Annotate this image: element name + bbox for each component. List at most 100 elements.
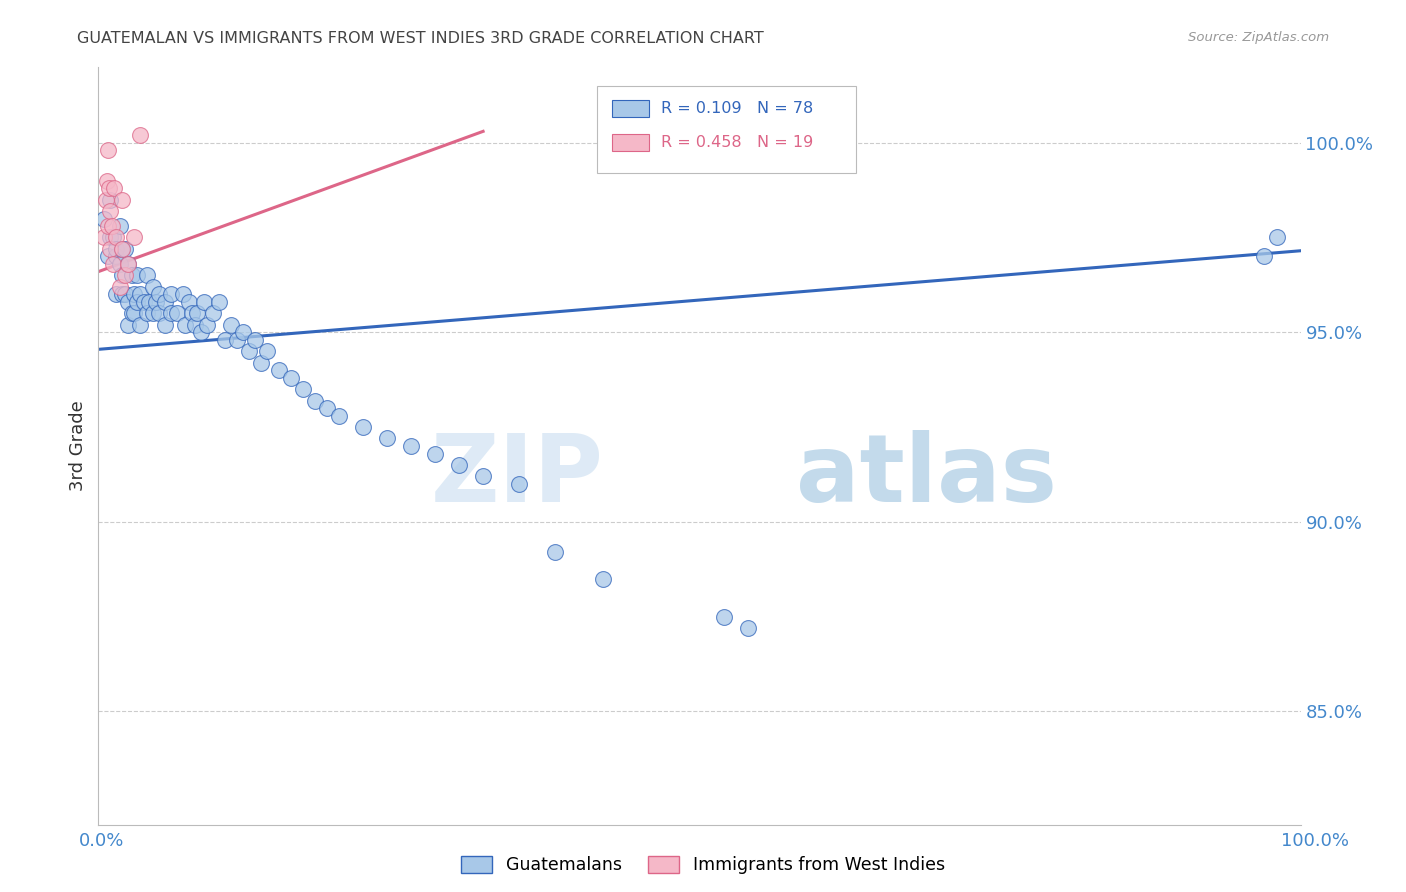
Point xyxy=(172,287,194,301)
Point xyxy=(148,287,170,301)
Point xyxy=(114,268,136,283)
Point xyxy=(117,318,139,332)
Point xyxy=(544,545,567,559)
Point xyxy=(135,268,157,283)
Point xyxy=(108,257,131,271)
Point xyxy=(124,230,146,244)
Point xyxy=(114,242,136,256)
Point xyxy=(472,469,495,483)
Point xyxy=(93,211,115,226)
Point xyxy=(153,318,176,332)
Point xyxy=(114,287,136,301)
FancyBboxPatch shape xyxy=(612,100,648,117)
Point xyxy=(129,128,152,142)
Point xyxy=(124,306,146,320)
Point xyxy=(280,370,302,384)
Point xyxy=(101,230,124,244)
Point xyxy=(328,409,350,423)
Point xyxy=(190,325,212,339)
Point xyxy=(399,439,422,453)
Point xyxy=(117,257,139,271)
Text: GUATEMALAN VS IMMIGRANTS FROM WEST INDIES 3RD GRADE CORRELATION CHART: GUATEMALAN VS IMMIGRANTS FROM WEST INDIE… xyxy=(77,31,763,46)
Point xyxy=(159,287,181,301)
Point xyxy=(101,257,124,271)
Text: Source: ZipAtlas.com: Source: ZipAtlas.com xyxy=(1188,31,1329,45)
Text: R = 0.458   N = 19: R = 0.458 N = 19 xyxy=(661,136,813,150)
Point xyxy=(138,294,160,309)
Point xyxy=(125,268,148,283)
Point xyxy=(243,333,266,347)
Point xyxy=(195,318,218,332)
Point xyxy=(98,181,121,195)
Point xyxy=(135,306,157,320)
Point xyxy=(423,446,446,460)
Point xyxy=(111,242,134,256)
Point xyxy=(267,363,290,377)
Point xyxy=(121,268,143,283)
Point xyxy=(97,143,120,157)
Text: 0.0%: 0.0% xyxy=(79,831,124,849)
Point xyxy=(111,268,134,283)
Point xyxy=(592,572,614,586)
Point xyxy=(291,382,314,396)
Point xyxy=(375,431,398,445)
Point xyxy=(249,355,271,369)
Point xyxy=(186,306,208,320)
Point xyxy=(1253,249,1275,263)
Point xyxy=(105,249,128,263)
Y-axis label: 3rd Grade: 3rd Grade xyxy=(69,401,87,491)
Point xyxy=(97,219,120,233)
Point xyxy=(225,333,247,347)
Point xyxy=(304,393,326,408)
Point xyxy=(201,306,224,320)
Text: 100.0%: 100.0% xyxy=(1281,831,1348,849)
Point xyxy=(94,193,117,207)
Point xyxy=(208,294,231,309)
Point xyxy=(183,318,205,332)
Text: atlas: atlas xyxy=(796,430,1057,523)
Point xyxy=(117,257,139,271)
Point xyxy=(232,325,254,339)
Point xyxy=(174,318,197,332)
Point xyxy=(238,344,260,359)
Point xyxy=(129,287,152,301)
Point xyxy=(111,287,134,301)
Point xyxy=(108,279,131,293)
Point xyxy=(100,203,122,218)
Point xyxy=(737,621,759,635)
Point xyxy=(93,230,115,244)
Point xyxy=(256,344,278,359)
Point xyxy=(105,242,128,256)
Point xyxy=(166,306,188,320)
Point xyxy=(129,318,152,332)
Point xyxy=(352,420,374,434)
Point xyxy=(117,294,139,309)
Point xyxy=(105,287,128,301)
Point xyxy=(177,294,200,309)
Point xyxy=(111,193,134,207)
Point xyxy=(181,306,204,320)
Text: R = 0.109   N = 78: R = 0.109 N = 78 xyxy=(661,101,813,116)
Point xyxy=(111,242,134,256)
Point xyxy=(141,306,163,320)
Point xyxy=(508,476,530,491)
Point xyxy=(713,609,735,624)
Point xyxy=(159,306,181,320)
Point xyxy=(214,333,236,347)
Point xyxy=(141,279,163,293)
Point xyxy=(96,173,118,187)
Text: ZIP: ZIP xyxy=(430,430,603,523)
Point xyxy=(145,294,167,309)
Point xyxy=(124,287,146,301)
Point xyxy=(100,219,122,233)
Point xyxy=(1265,230,1288,244)
FancyBboxPatch shape xyxy=(598,86,856,173)
Point xyxy=(100,193,122,207)
Point xyxy=(153,294,176,309)
Point xyxy=(97,249,120,263)
Point xyxy=(108,219,131,233)
Point xyxy=(105,230,128,244)
Point xyxy=(219,318,242,332)
Point xyxy=(121,306,143,320)
Point xyxy=(148,306,170,320)
